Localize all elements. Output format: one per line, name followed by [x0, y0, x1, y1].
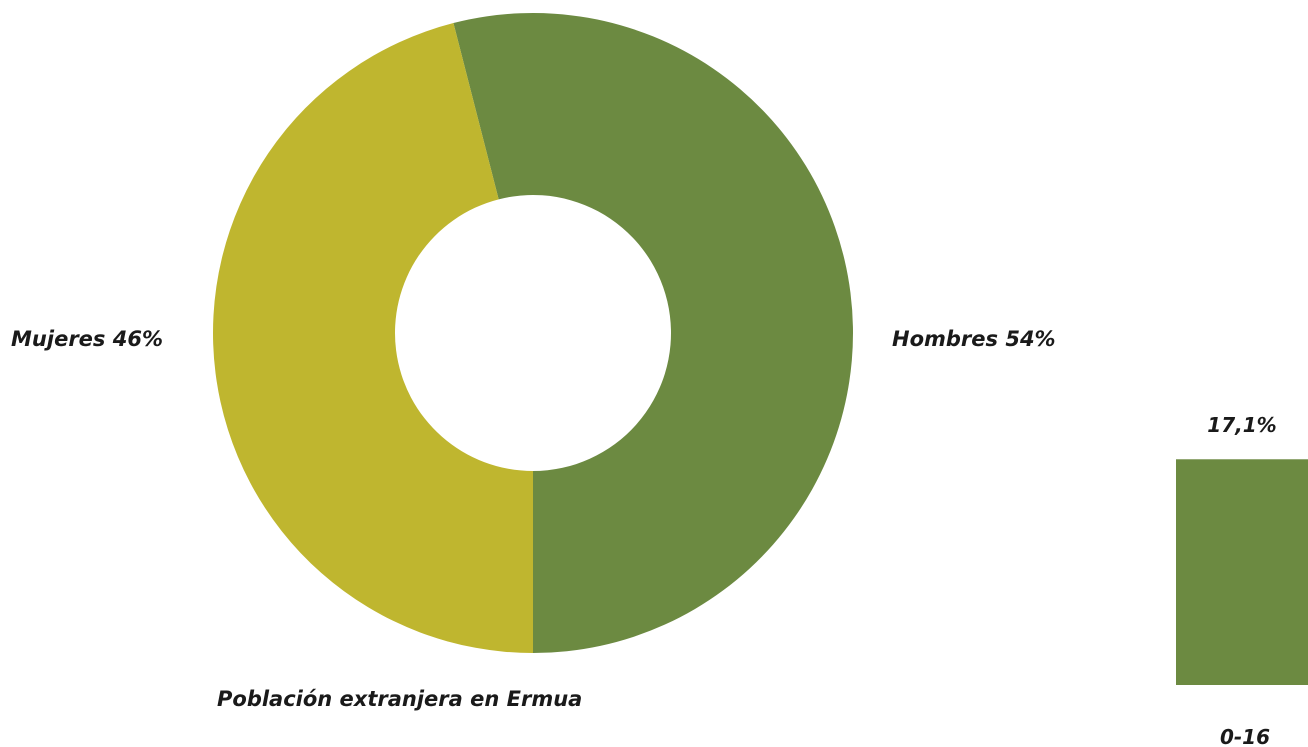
bar-category-label: 0-16 — [1220, 725, 1270, 747]
donut-chart — [212, 13, 853, 653]
bar-chart — [1176, 459, 1308, 685]
donut-slice-0 — [453, 13, 853, 653]
slice-label-hombres: Hombres 54% — [892, 327, 1056, 351]
bar-value-label: 17,1% — [1207, 413, 1276, 437]
chart-title: Población extranjera en Ermua — [217, 687, 582, 711]
donut-slice-1 — [212, 23, 533, 653]
slice-label-mujeres: Mujeres 46% — [11, 327, 163, 351]
bar-0 — [1176, 459, 1308, 685]
